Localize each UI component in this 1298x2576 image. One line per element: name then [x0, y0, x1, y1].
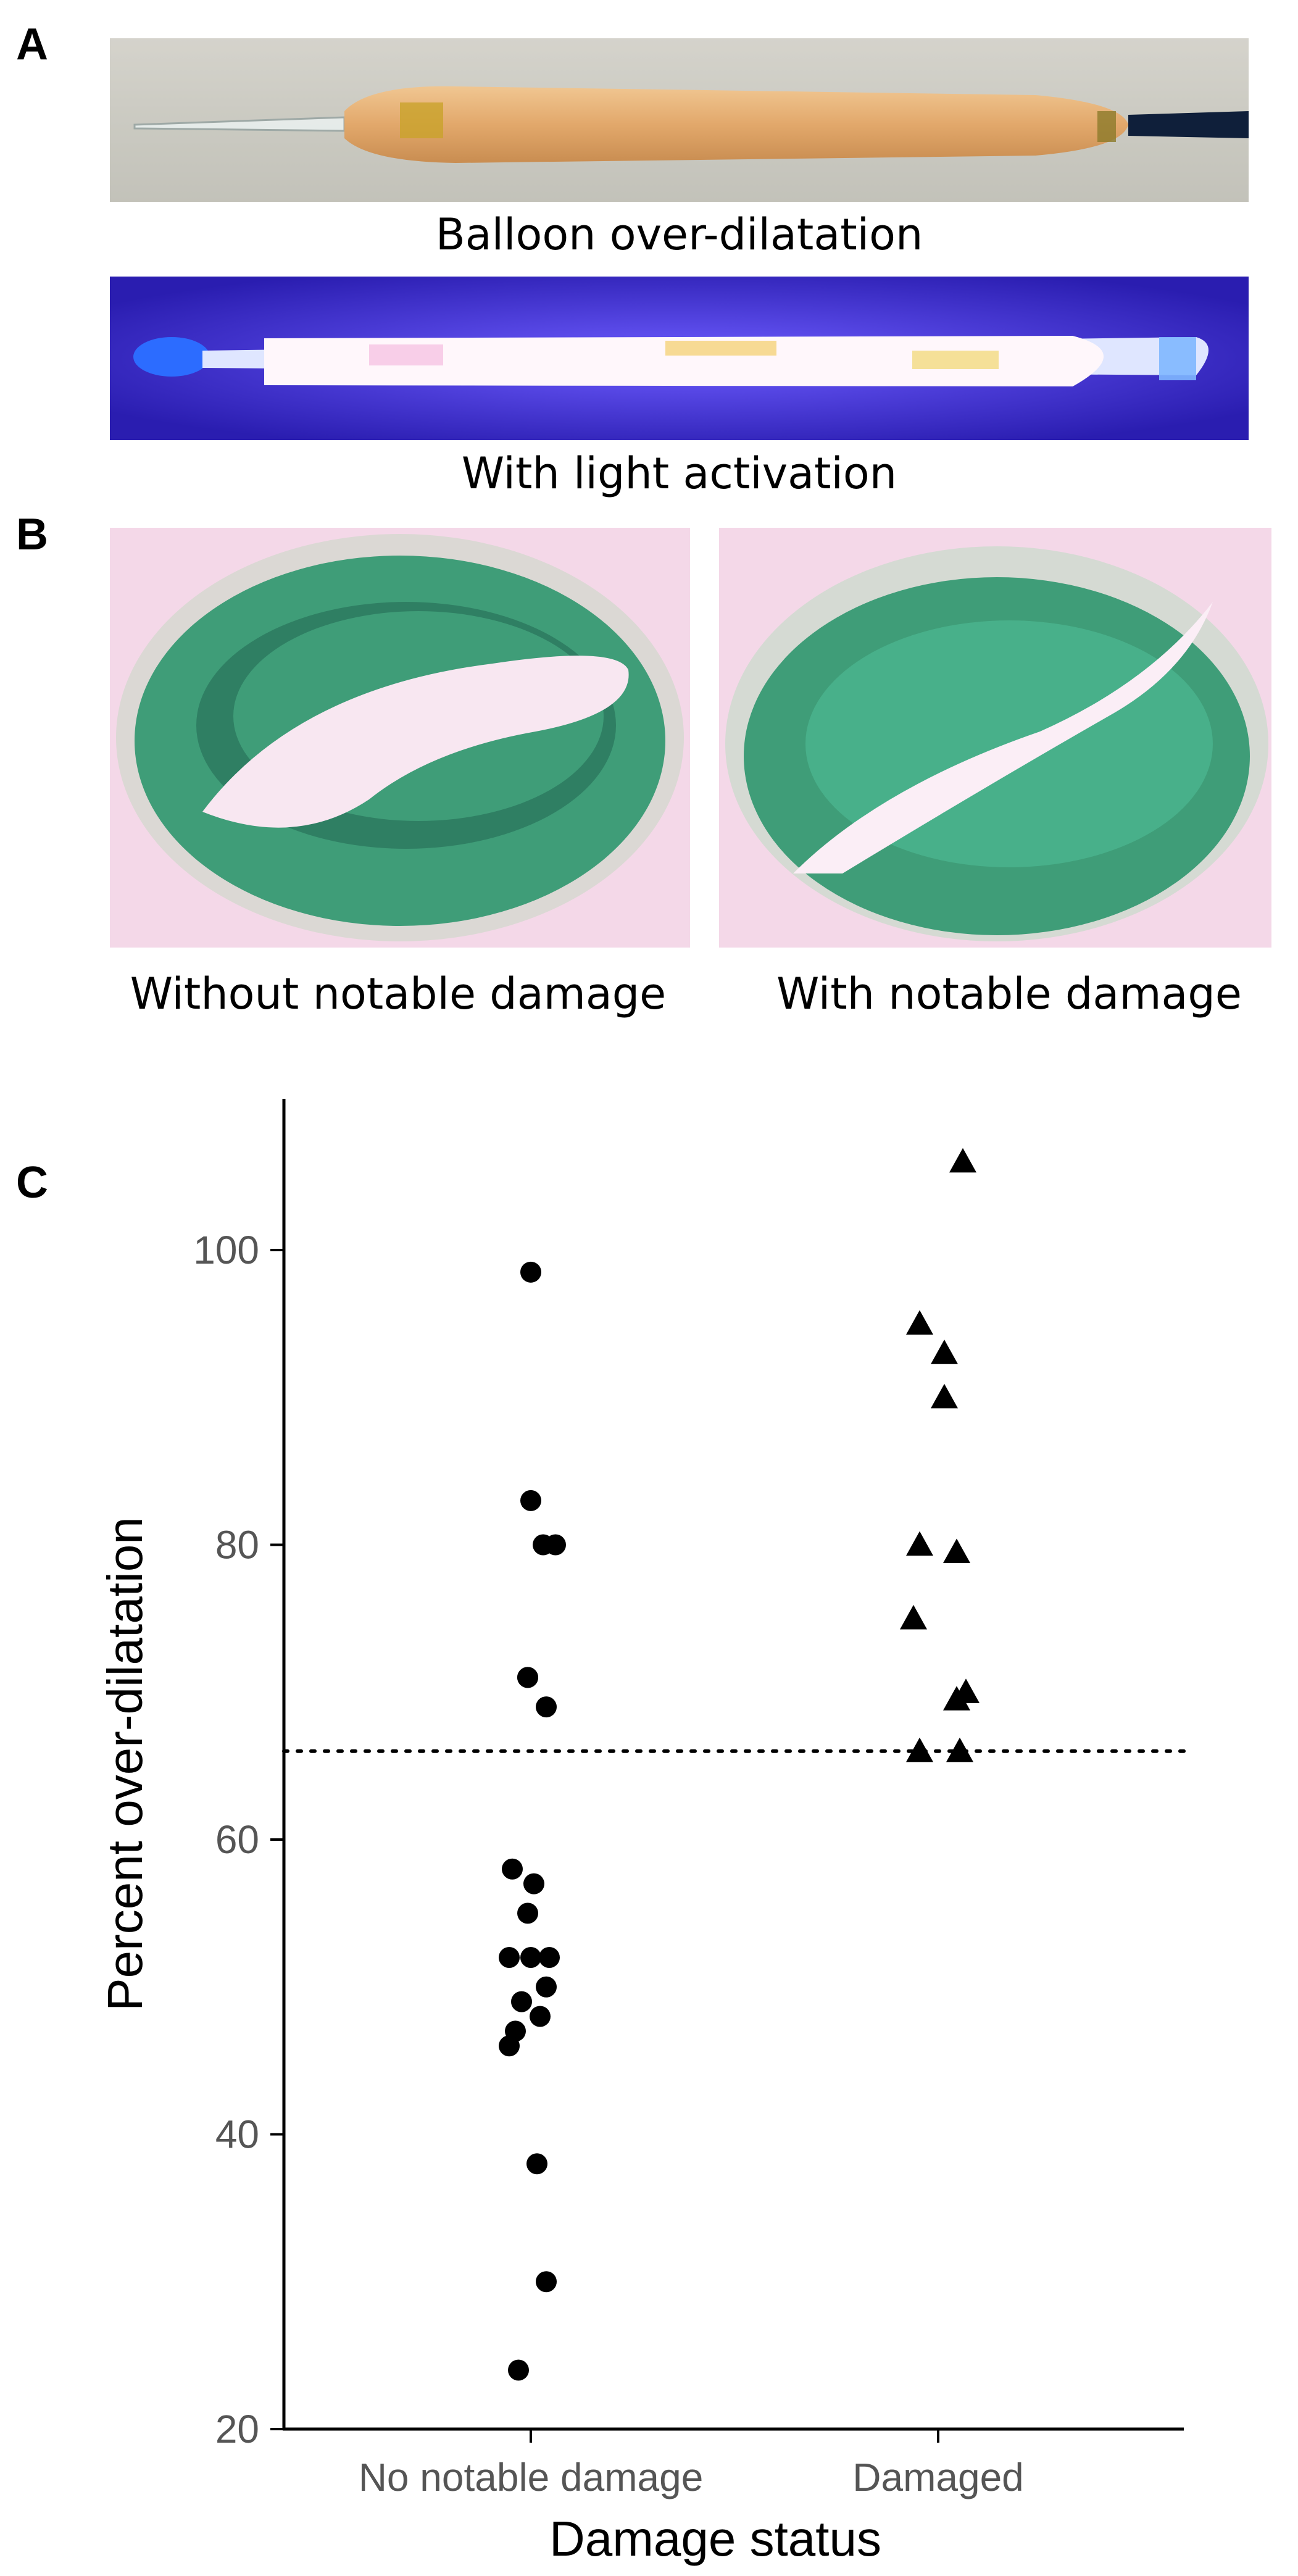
- data-point-triangle: [943, 1538, 970, 1564]
- vessel-without-damage-illustration: [116, 534, 684, 941]
- caption-light-activation: With light activation: [461, 448, 897, 499]
- data-point-circle: [536, 1976, 557, 1998]
- balloon-photo: [110, 38, 1249, 202]
- caption-with-notable-damage: With notable damage: [776, 969, 1242, 1019]
- data-point-circle: [517, 1903, 538, 1924]
- data-point-triangle: [949, 1148, 976, 1173]
- data-point-circle: [517, 1667, 538, 1688]
- data-point-circle: [520, 1490, 541, 1511]
- y-tick-label: 80: [215, 1523, 259, 1567]
- balloon-illustration: [110, 38, 1249, 202]
- data-point-circle: [536, 1696, 557, 1718]
- data-point-circle: [508, 2359, 529, 2381]
- data-point-circle: [502, 1858, 523, 1880]
- light-activation-illustration: [110, 277, 1249, 440]
- caption-without-notable-damage: Without notable damage: [130, 969, 667, 1019]
- y-axis-title: Percent over-dilatation: [98, 1517, 152, 2011]
- data-point-circle: [520, 1261, 541, 1283]
- histology-without-damage-photo: [110, 528, 690, 948]
- x-axis-title: Damage status: [549, 2511, 881, 2566]
- data-point-circle: [539, 1947, 560, 1968]
- data-point-triangle: [946, 1737, 973, 1762]
- panel-a-letter: A: [16, 20, 48, 69]
- data-point-circle: [526, 2153, 547, 2175]
- data-point-triangle: [906, 1737, 933, 1762]
- data-point-triangle: [906, 1310, 933, 1335]
- data-point-circle: [545, 1534, 566, 1556]
- panel-b-letter: B: [16, 510, 48, 559]
- data-point-circle: [520, 1947, 541, 1968]
- damage-scatter-chart: 20 40 60 80 100 No notable damage Damaged Damag…: [98, 1099, 1186, 2566]
- data-point-circle: [530, 2006, 551, 2027]
- data-point-triangle: [906, 1531, 933, 1556]
- data-point-triangle: [900, 1604, 927, 1630]
- histology-with-damage-photo: [719, 528, 1271, 948]
- y-tick-label: 40: [215, 2112, 259, 2157]
- data-point-triangle: [943, 1686, 970, 1711]
- y-tick-label: 60: [215, 1817, 259, 1862]
- caption-balloon-over-dilatation: Balloon over-dilatation: [435, 209, 923, 260]
- data-point-circle: [523, 1873, 544, 1894]
- panel-c-letter: C: [16, 1158, 48, 1207]
- data-point-circle: [536, 2271, 557, 2293]
- data-point-circle: [511, 1991, 532, 2012]
- light-activation-photo: [110, 277, 1249, 440]
- data-point-triangle: [931, 1383, 958, 1409]
- data-point-triangle: [931, 1340, 958, 1364]
- plot-area: 20 40 60 80 100 No notable damage Damaged Damag…: [98, 1099, 1186, 2566]
- x-tick-label: Damaged: [852, 2455, 1024, 2499]
- vessel-with-damage-illustration: [725, 546, 1268, 941]
- y-tick-label: 20: [215, 2407, 259, 2451]
- y-tick-label: 100: [193, 1228, 259, 1272]
- x-tick-label: No notable damage: [359, 2455, 704, 2499]
- data-point-circle: [499, 2035, 520, 2057]
- data-point-circle: [499, 1947, 520, 1968]
